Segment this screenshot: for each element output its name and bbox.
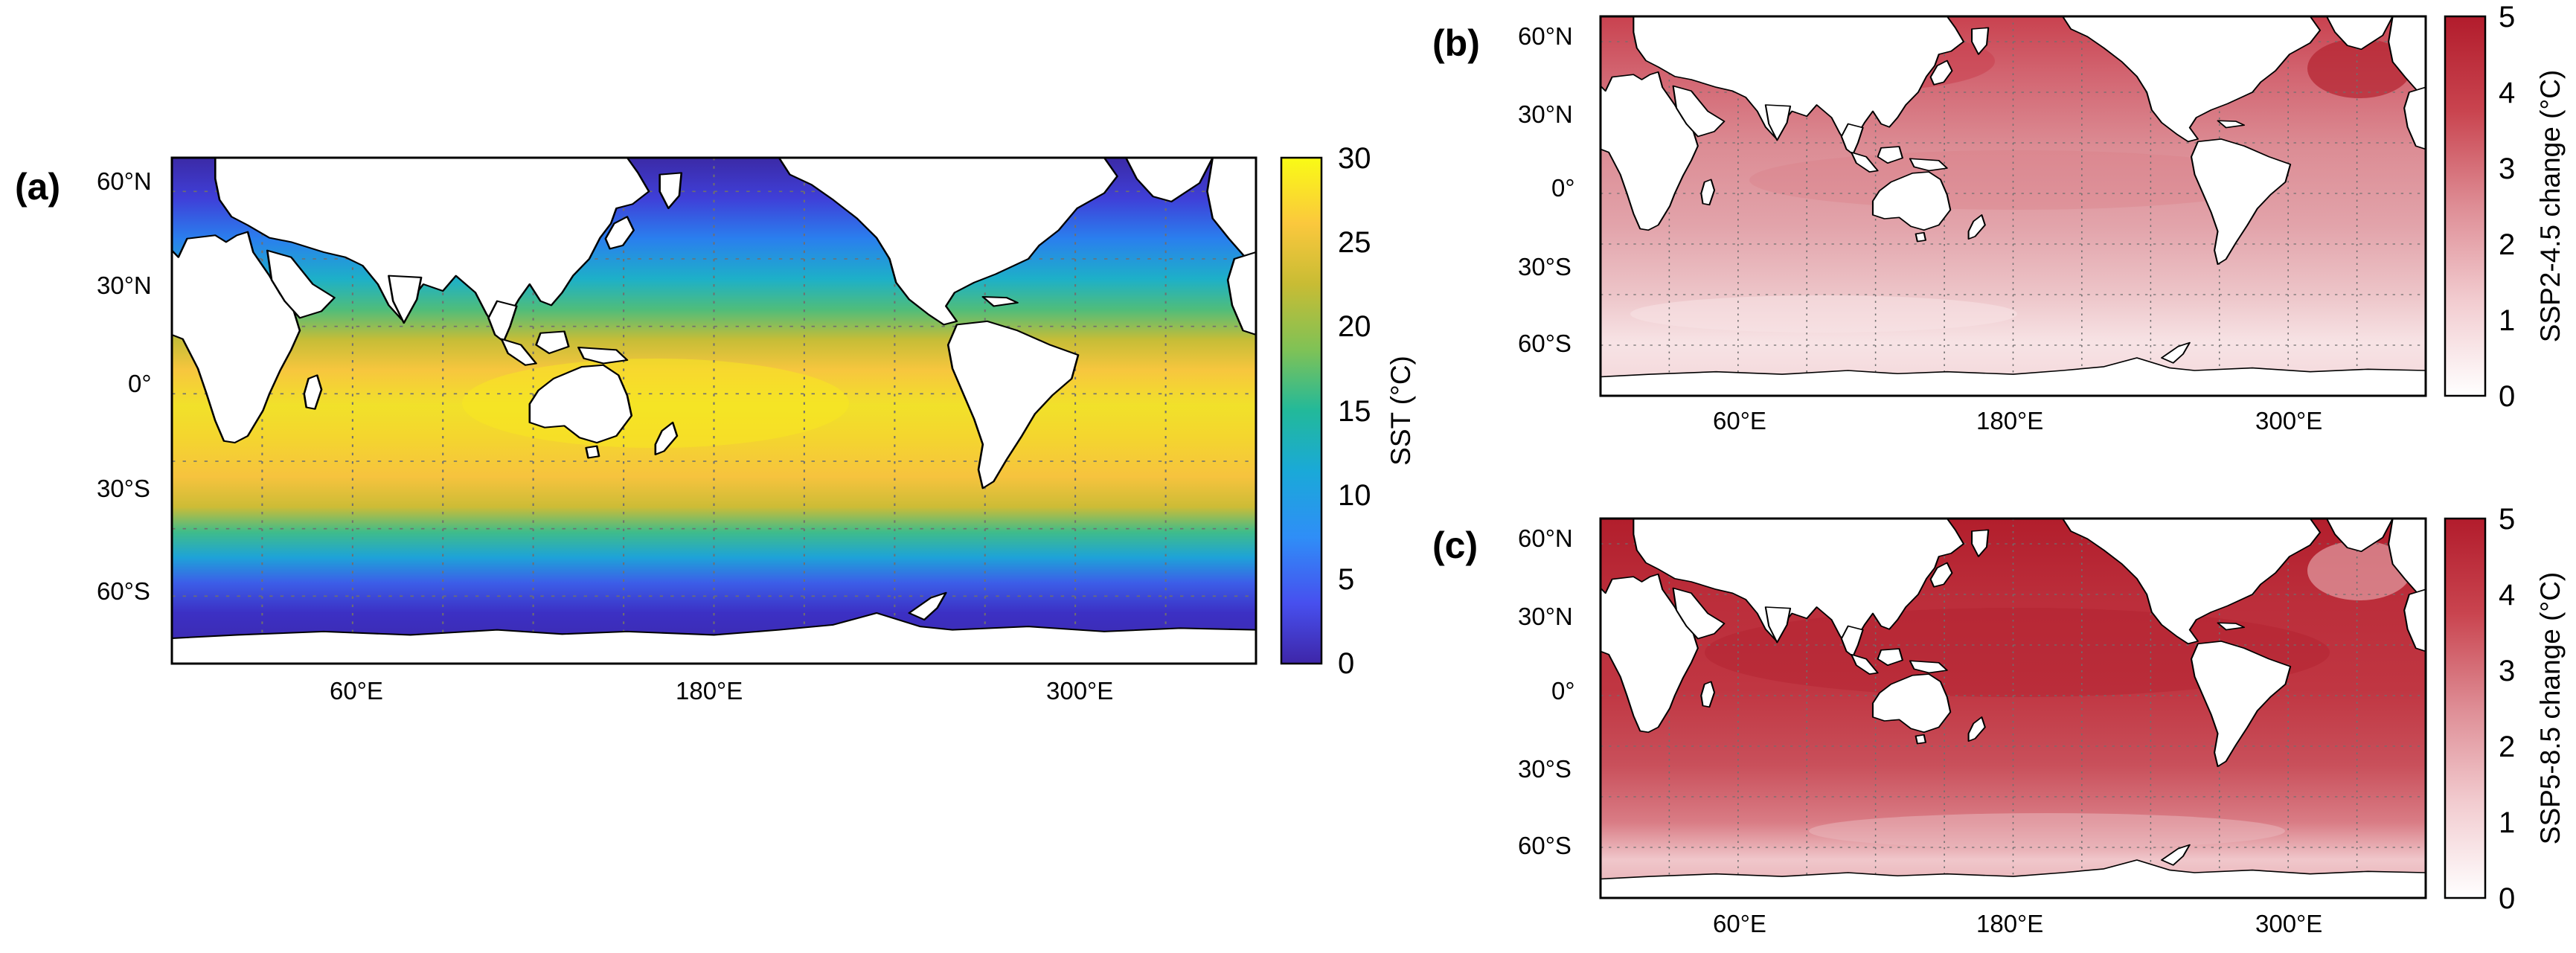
- cb-b-tick-5: 5: [2499, 1, 2515, 33]
- panel-a-label: (a): [15, 166, 60, 208]
- lat-tick-30s: 30°S: [97, 475, 150, 502]
- cb-a-tick-0: 0: [1338, 647, 1354, 680]
- lon-tick-300e: 300°E: [1046, 677, 1113, 705]
- b-lat-tick-30n: 30°N: [1518, 100, 1573, 128]
- cb-a-tick-15: 15: [1338, 395, 1371, 428]
- lon-tick-60e: 60°E: [330, 677, 383, 705]
- panel-b-label: (b): [1432, 22, 1480, 64]
- cb-a-tick-5: 5: [1338, 563, 1354, 596]
- lon-tick-180e: 180°E: [676, 677, 743, 705]
- c-lat-tick-60s: 60°S: [1518, 832, 1571, 859]
- c-lon-tick-60e: 60°E: [1713, 910, 1766, 937]
- panel-c-frame: [1599, 517, 2427, 899]
- cb-c-tick-5: 5: [2499, 503, 2515, 536]
- cb-a-label: SST (°C): [1385, 356, 1416, 466]
- panel-b-map: [1599, 15, 2427, 397]
- cb-c-tick-0: 0: [2499, 882, 2515, 915]
- lat-tick-60s: 60°S: [97, 577, 150, 605]
- panel-b: (b) 60°N 30°N 0° 30°S 60°S 60°E 180°E 30…: [1432, 1, 2566, 434]
- panel-c-label: (c): [1432, 524, 1478, 566]
- b-lat-tick-0: 0°: [1551, 174, 1575, 202]
- panel-a-map: [170, 156, 1257, 665]
- c-lon-tick-180e: 180°E: [1976, 910, 2043, 937]
- cb-c-tick-2: 2: [2499, 731, 2515, 763]
- panel-c: (c) 60°N 30°N 0° 30°S 60°S 60°E 180°E 30…: [1432, 503, 2566, 937]
- cb-c-tick-4: 4: [2499, 579, 2515, 612]
- cb-b-tick-4: 4: [2499, 77, 2515, 109]
- panel-a-colorbar: 30 25 20 15 10 5 0 SST (°C): [1280, 142, 1416, 680]
- c-lat-tick-30n: 30°N: [1518, 603, 1573, 630]
- lat-tick-0: 0°: [128, 370, 152, 397]
- panel-c-colorbar: 5 4 3 2 1 0 SSP5-8.5 change (°C): [2444, 503, 2566, 915]
- b-lon-tick-180e: 180°E: [1976, 407, 2043, 434]
- lat-tick-60n: 60°N: [97, 167, 152, 195]
- lat-tick-30n: 30°N: [97, 272, 152, 299]
- cb-a-tick-20: 20: [1338, 310, 1371, 343]
- panel-b-colorbar: 5 4 3 2 1 0 SSP2-4.5 change (°C): [2444, 1, 2566, 413]
- b-lat-tick-60n: 60°N: [1518, 22, 1573, 50]
- b-lon-tick-60e: 60°E: [1713, 407, 1766, 434]
- c-lat-tick-30s: 30°S: [1518, 755, 1571, 783]
- c-lon-tick-300e: 300°E: [2255, 910, 2322, 937]
- b-lon-tick-300e: 300°E: [2255, 407, 2322, 434]
- cb-b-tick-1: 1: [2499, 304, 2515, 337]
- cb-c-tick-3: 3: [2499, 655, 2515, 687]
- cb-a-tick-25: 25: [1338, 226, 1371, 259]
- cb-c-label: SSP5-8.5 change (°C): [2535, 572, 2566, 844]
- panel-b-frame: [1599, 15, 2427, 397]
- cb-b-tick-3: 3: [2499, 153, 2515, 185]
- cb-a-tick-10: 10: [1338, 479, 1371, 512]
- panel-c-map: [1599, 517, 2427, 899]
- b-lat-tick-60s: 60°S: [1518, 330, 1571, 357]
- cb-b-tick-0: 0: [2499, 380, 2515, 413]
- cb-a-tick-30: 30: [1338, 142, 1371, 175]
- cb-b-label: SSP2-4.5 change (°C): [2535, 70, 2566, 342]
- warm-pool: [462, 359, 849, 448]
- cb-b-tick-2: 2: [2499, 228, 2515, 261]
- c-lat-tick-60n: 60°N: [1518, 524, 1573, 552]
- b-lat-tick-30s: 30°S: [1518, 253, 1571, 280]
- panel-a: (a) 60°N 30°N 0° 30°S 60°S 60°E 180°E 30…: [15, 142, 1416, 705]
- c-lat-tick-0: 0°: [1551, 677, 1575, 705]
- panel-a-frame: [170, 156, 1257, 665]
- cb-c-tick-1: 1: [2499, 806, 2515, 839]
